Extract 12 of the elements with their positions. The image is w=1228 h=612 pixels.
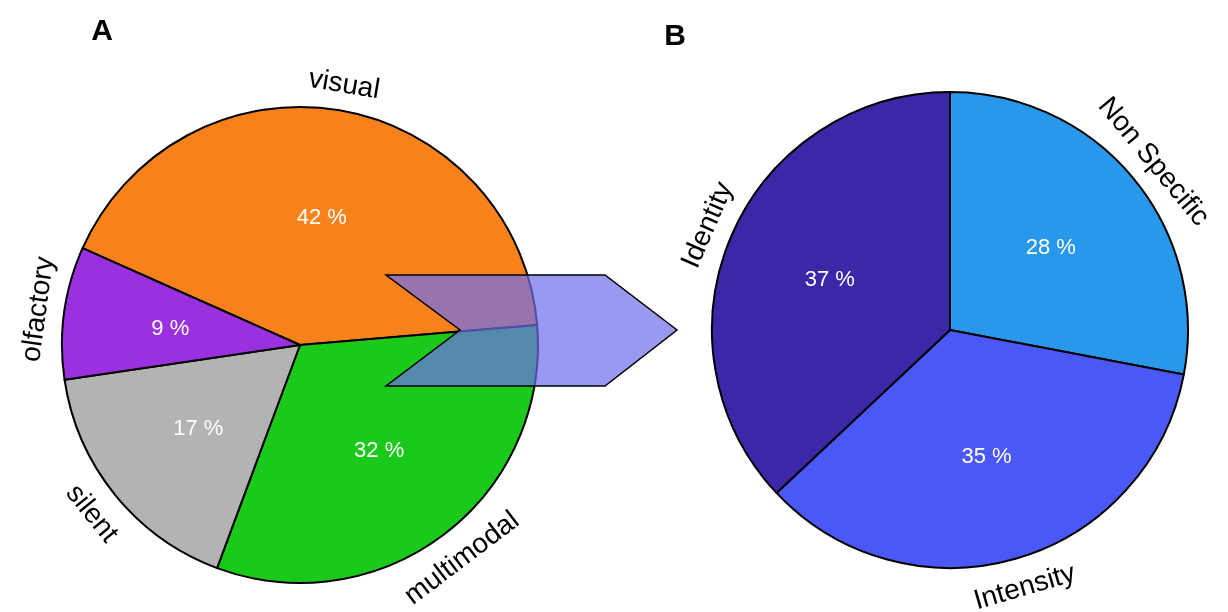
data-label: 28 % bbox=[1025, 234, 1076, 260]
slice-label: Intensity bbox=[969, 556, 1079, 612]
data-label: 42 % bbox=[296, 203, 347, 229]
data-label: 17 % bbox=[173, 415, 224, 441]
chart-title: B bbox=[664, 18, 686, 51]
chart-title: A bbox=[91, 13, 113, 46]
data-label: 35 % bbox=[961, 443, 1012, 469]
data-label: 37 % bbox=[804, 265, 855, 291]
data-label: 9 % bbox=[151, 314, 190, 340]
slice-label: visual bbox=[306, 61, 383, 105]
slice-label: olfactory bbox=[14, 254, 60, 364]
data-label: 32 % bbox=[354, 436, 405, 462]
